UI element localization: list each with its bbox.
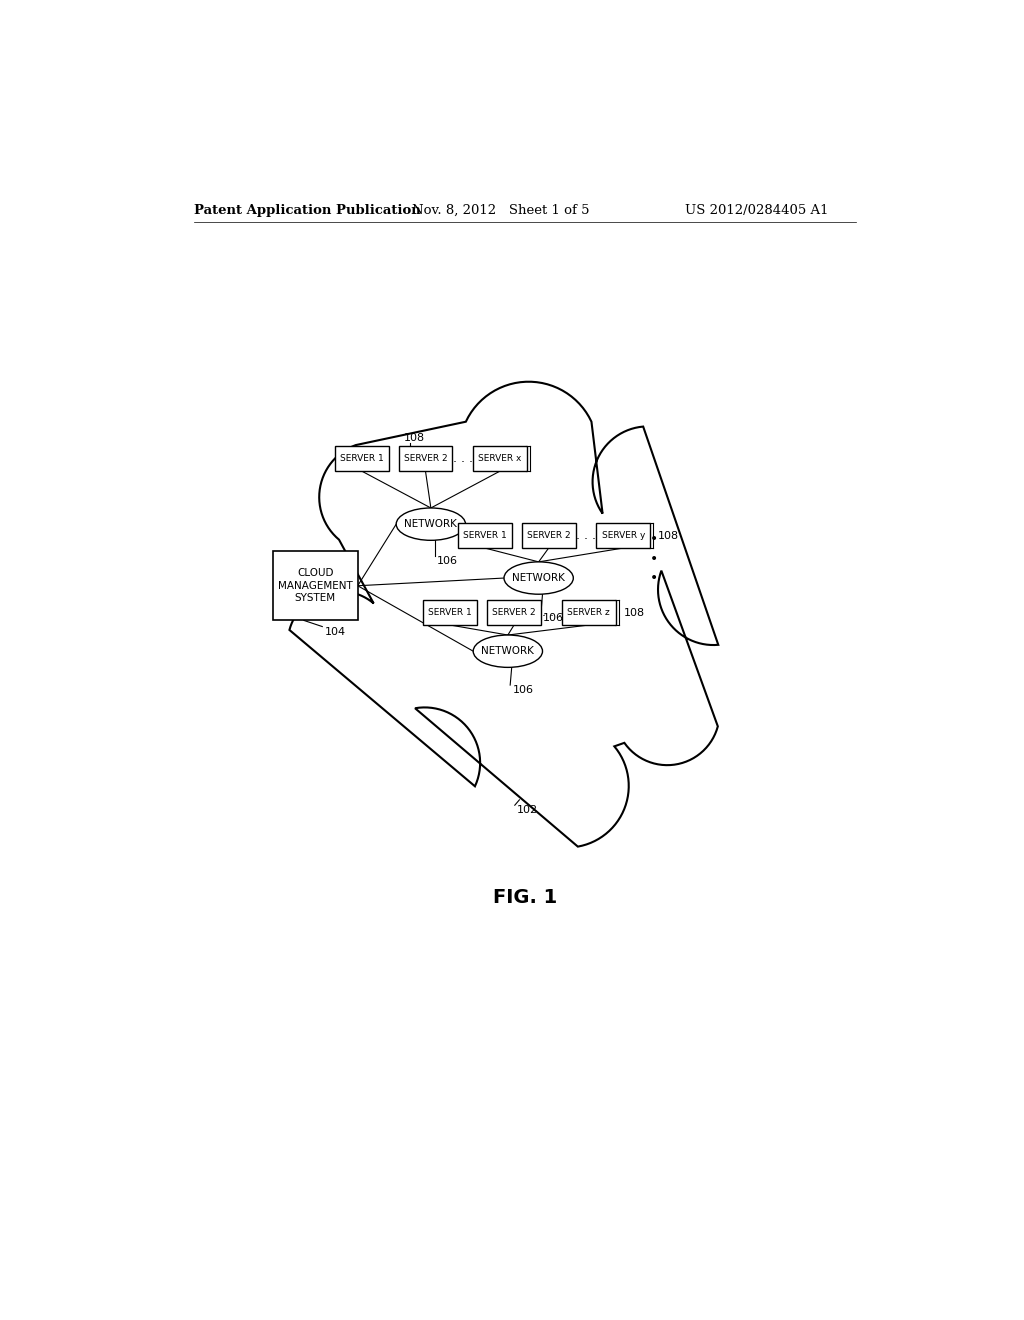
Text: SERVER 1: SERVER 1 [463, 531, 507, 540]
Text: NETWORK: NETWORK [512, 573, 565, 583]
FancyBboxPatch shape [273, 552, 357, 620]
FancyBboxPatch shape [487, 601, 541, 626]
Text: . . .: . . . [542, 606, 562, 619]
Ellipse shape [473, 635, 543, 668]
Text: 108: 108 [403, 433, 425, 444]
Polygon shape [290, 381, 718, 846]
Text: 106: 106 [544, 612, 564, 623]
Ellipse shape [396, 508, 466, 540]
Text: SERVER 2: SERVER 2 [493, 609, 536, 618]
FancyBboxPatch shape [562, 601, 615, 626]
Text: SERVER x: SERVER x [478, 454, 522, 463]
Text: SERVER 1: SERVER 1 [340, 454, 383, 463]
Text: US 2012/0284405 A1: US 2012/0284405 A1 [685, 205, 828, 218]
FancyBboxPatch shape [596, 524, 650, 548]
Text: NETWORK: NETWORK [404, 519, 458, 529]
Ellipse shape [504, 562, 573, 594]
Text: Nov. 8, 2012   Sheet 1 of 5: Nov. 8, 2012 Sheet 1 of 5 [412, 205, 589, 218]
Text: SERVER y: SERVER y [602, 531, 645, 540]
Text: Patent Application Publication: Patent Application Publication [194, 205, 421, 218]
Text: CLOUD
MANAGEMENT
SYSTEM: CLOUD MANAGEMENT SYSTEM [278, 569, 352, 603]
Text: 106: 106 [512, 685, 534, 696]
Text: 106: 106 [437, 556, 458, 566]
Text: 108: 108 [658, 531, 679, 541]
FancyBboxPatch shape [335, 446, 388, 471]
Text: 102: 102 [517, 805, 539, 816]
FancyBboxPatch shape [458, 524, 512, 548]
Text: SERVER 1: SERVER 1 [428, 609, 472, 618]
Text: . . .: . . . [454, 453, 473, 465]
Text: SERVER 2: SERVER 2 [527, 531, 570, 540]
Text: SERVER z: SERVER z [567, 609, 610, 618]
Text: . . .: . . . [577, 529, 596, 543]
Text: NETWORK: NETWORK [481, 647, 535, 656]
FancyBboxPatch shape [423, 601, 477, 626]
Text: SERVER 2: SERVER 2 [403, 454, 447, 463]
Text: 108: 108 [624, 607, 644, 618]
Text: FIG. 1: FIG. 1 [493, 888, 557, 907]
FancyBboxPatch shape [398, 446, 453, 471]
FancyBboxPatch shape [473, 446, 527, 471]
Text: 104: 104 [325, 627, 346, 636]
Text: •
•
•: • • • [650, 532, 658, 585]
FancyBboxPatch shape [521, 524, 575, 548]
